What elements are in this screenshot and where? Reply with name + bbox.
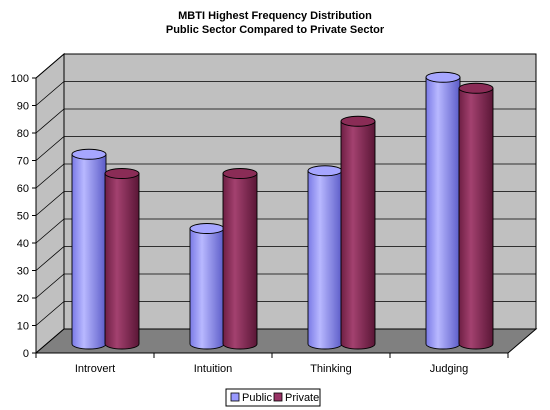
gridline (35, 136, 536, 161)
x-tick-label: Judging (430, 363, 469, 375)
gridline (35, 53, 536, 79)
cylinder-body (222, 173, 258, 350)
legend-label-public: Public (242, 392, 272, 404)
bar-public-introvert (71, 148, 107, 350)
bar-public-judging (425, 71, 461, 350)
y-tick-label: 40 (17, 238, 29, 250)
legend-swatch-public (230, 392, 240, 402)
cylinder-top (458, 82, 494, 94)
legend: Public Private (225, 388, 321, 407)
gridline (35, 191, 536, 216)
bar-private-introvert (104, 168, 140, 350)
cylinder-top (189, 223, 225, 234)
x-tick-label: Intuition (194, 363, 233, 375)
gridline (35, 108, 536, 134)
y-tick-label: 20 (17, 293, 29, 305)
y-tick-label: 100 (11, 73, 29, 85)
gridline (35, 273, 536, 299)
cylinder-top (222, 168, 258, 179)
cylinder-body (104, 173, 140, 350)
legend-label-private: Private (285, 392, 319, 404)
gridlines (35, 53, 536, 326)
bars (71, 71, 494, 350)
x-tick-labels: Introvert Intuition Thinking Judging (75, 363, 468, 375)
gridline (35, 163, 536, 189)
gridline (35, 246, 536, 271)
cylinder-body (340, 120, 376, 350)
y-tick-label: 80 (17, 128, 29, 140)
cylinder-body (307, 170, 343, 350)
y-tick-label: 10 (17, 321, 29, 333)
y-tick-labels: 0 10 20 30 40 50 60 70 80 90 100 (11, 73, 29, 360)
cylinder-body (458, 87, 494, 350)
cylinder-body (425, 76, 461, 350)
chart-title: MBTI Highest Frequency Distribution (178, 10, 372, 22)
bar-public-intuition (189, 223, 225, 350)
axes (32, 77, 509, 358)
chart-subtitle: Public Sector Compared to Private Sector (166, 24, 385, 36)
gridline (35, 81, 536, 106)
x-tick-label: Thinking (310, 363, 352, 375)
gridline (35, 301, 536, 326)
y-tick-label: 70 (17, 156, 29, 168)
y-tick-label: 30 (17, 266, 29, 278)
y-tick-label: 90 (17, 101, 29, 113)
bar-public-thinking (307, 165, 343, 350)
y-tick-label: 0 (23, 348, 29, 360)
y-tick-label: 50 (17, 211, 29, 223)
cylinder-top (425, 71, 461, 83)
cylinder-top (307, 165, 343, 177)
cylinder-top (340, 115, 376, 127)
cylinder-top (104, 168, 140, 179)
legend-swatch-private (273, 392, 283, 402)
y-tick-label: 60 (17, 183, 29, 195)
cylinder-top (71, 148, 107, 160)
bar-private-thinking (340, 115, 376, 350)
cylinder-body (189, 228, 225, 350)
legend-box (225, 388, 321, 407)
bar-private-judging (458, 82, 494, 350)
bar-private-intuition (222, 168, 258, 350)
x-tick-label: Introvert (75, 363, 115, 375)
cylinder-body (71, 153, 107, 350)
gridline (35, 218, 536, 244)
